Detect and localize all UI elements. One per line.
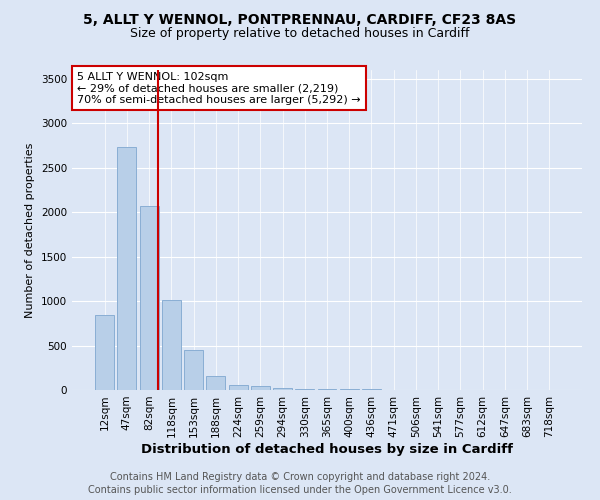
Bar [184,350,203,390]
X-axis label: Distribution of detached houses by size in Cardiff: Distribution of detached houses by size … [141,442,513,456]
Bar [317,389,337,390]
Bar [118,148,136,390]
Text: 5 ALLT Y WENNOL: 102sqm
← 29% of detached houses are smaller (2,219)
70% of semi: 5 ALLT Y WENNOL: 102sqm ← 29% of detache… [77,72,361,105]
Bar [273,388,292,390]
Y-axis label: Number of detached properties: Number of detached properties [25,142,35,318]
Text: 5, ALLT Y WENNOL, PONTPRENNAU, CARDIFF, CF23 8AS: 5, ALLT Y WENNOL, PONTPRENNAU, CARDIFF, … [83,12,517,26]
Bar [140,206,158,390]
Text: Contains public sector information licensed under the Open Government Licence v3: Contains public sector information licen… [88,485,512,495]
Text: Contains HM Land Registry data © Crown copyright and database right 2024.: Contains HM Land Registry data © Crown c… [110,472,490,482]
Bar [295,388,314,390]
Bar [95,316,114,390]
Bar [206,376,225,390]
Bar [251,386,270,390]
Bar [229,384,248,390]
Bar [162,300,181,390]
Text: Size of property relative to detached houses in Cardiff: Size of property relative to detached ho… [130,28,470,40]
